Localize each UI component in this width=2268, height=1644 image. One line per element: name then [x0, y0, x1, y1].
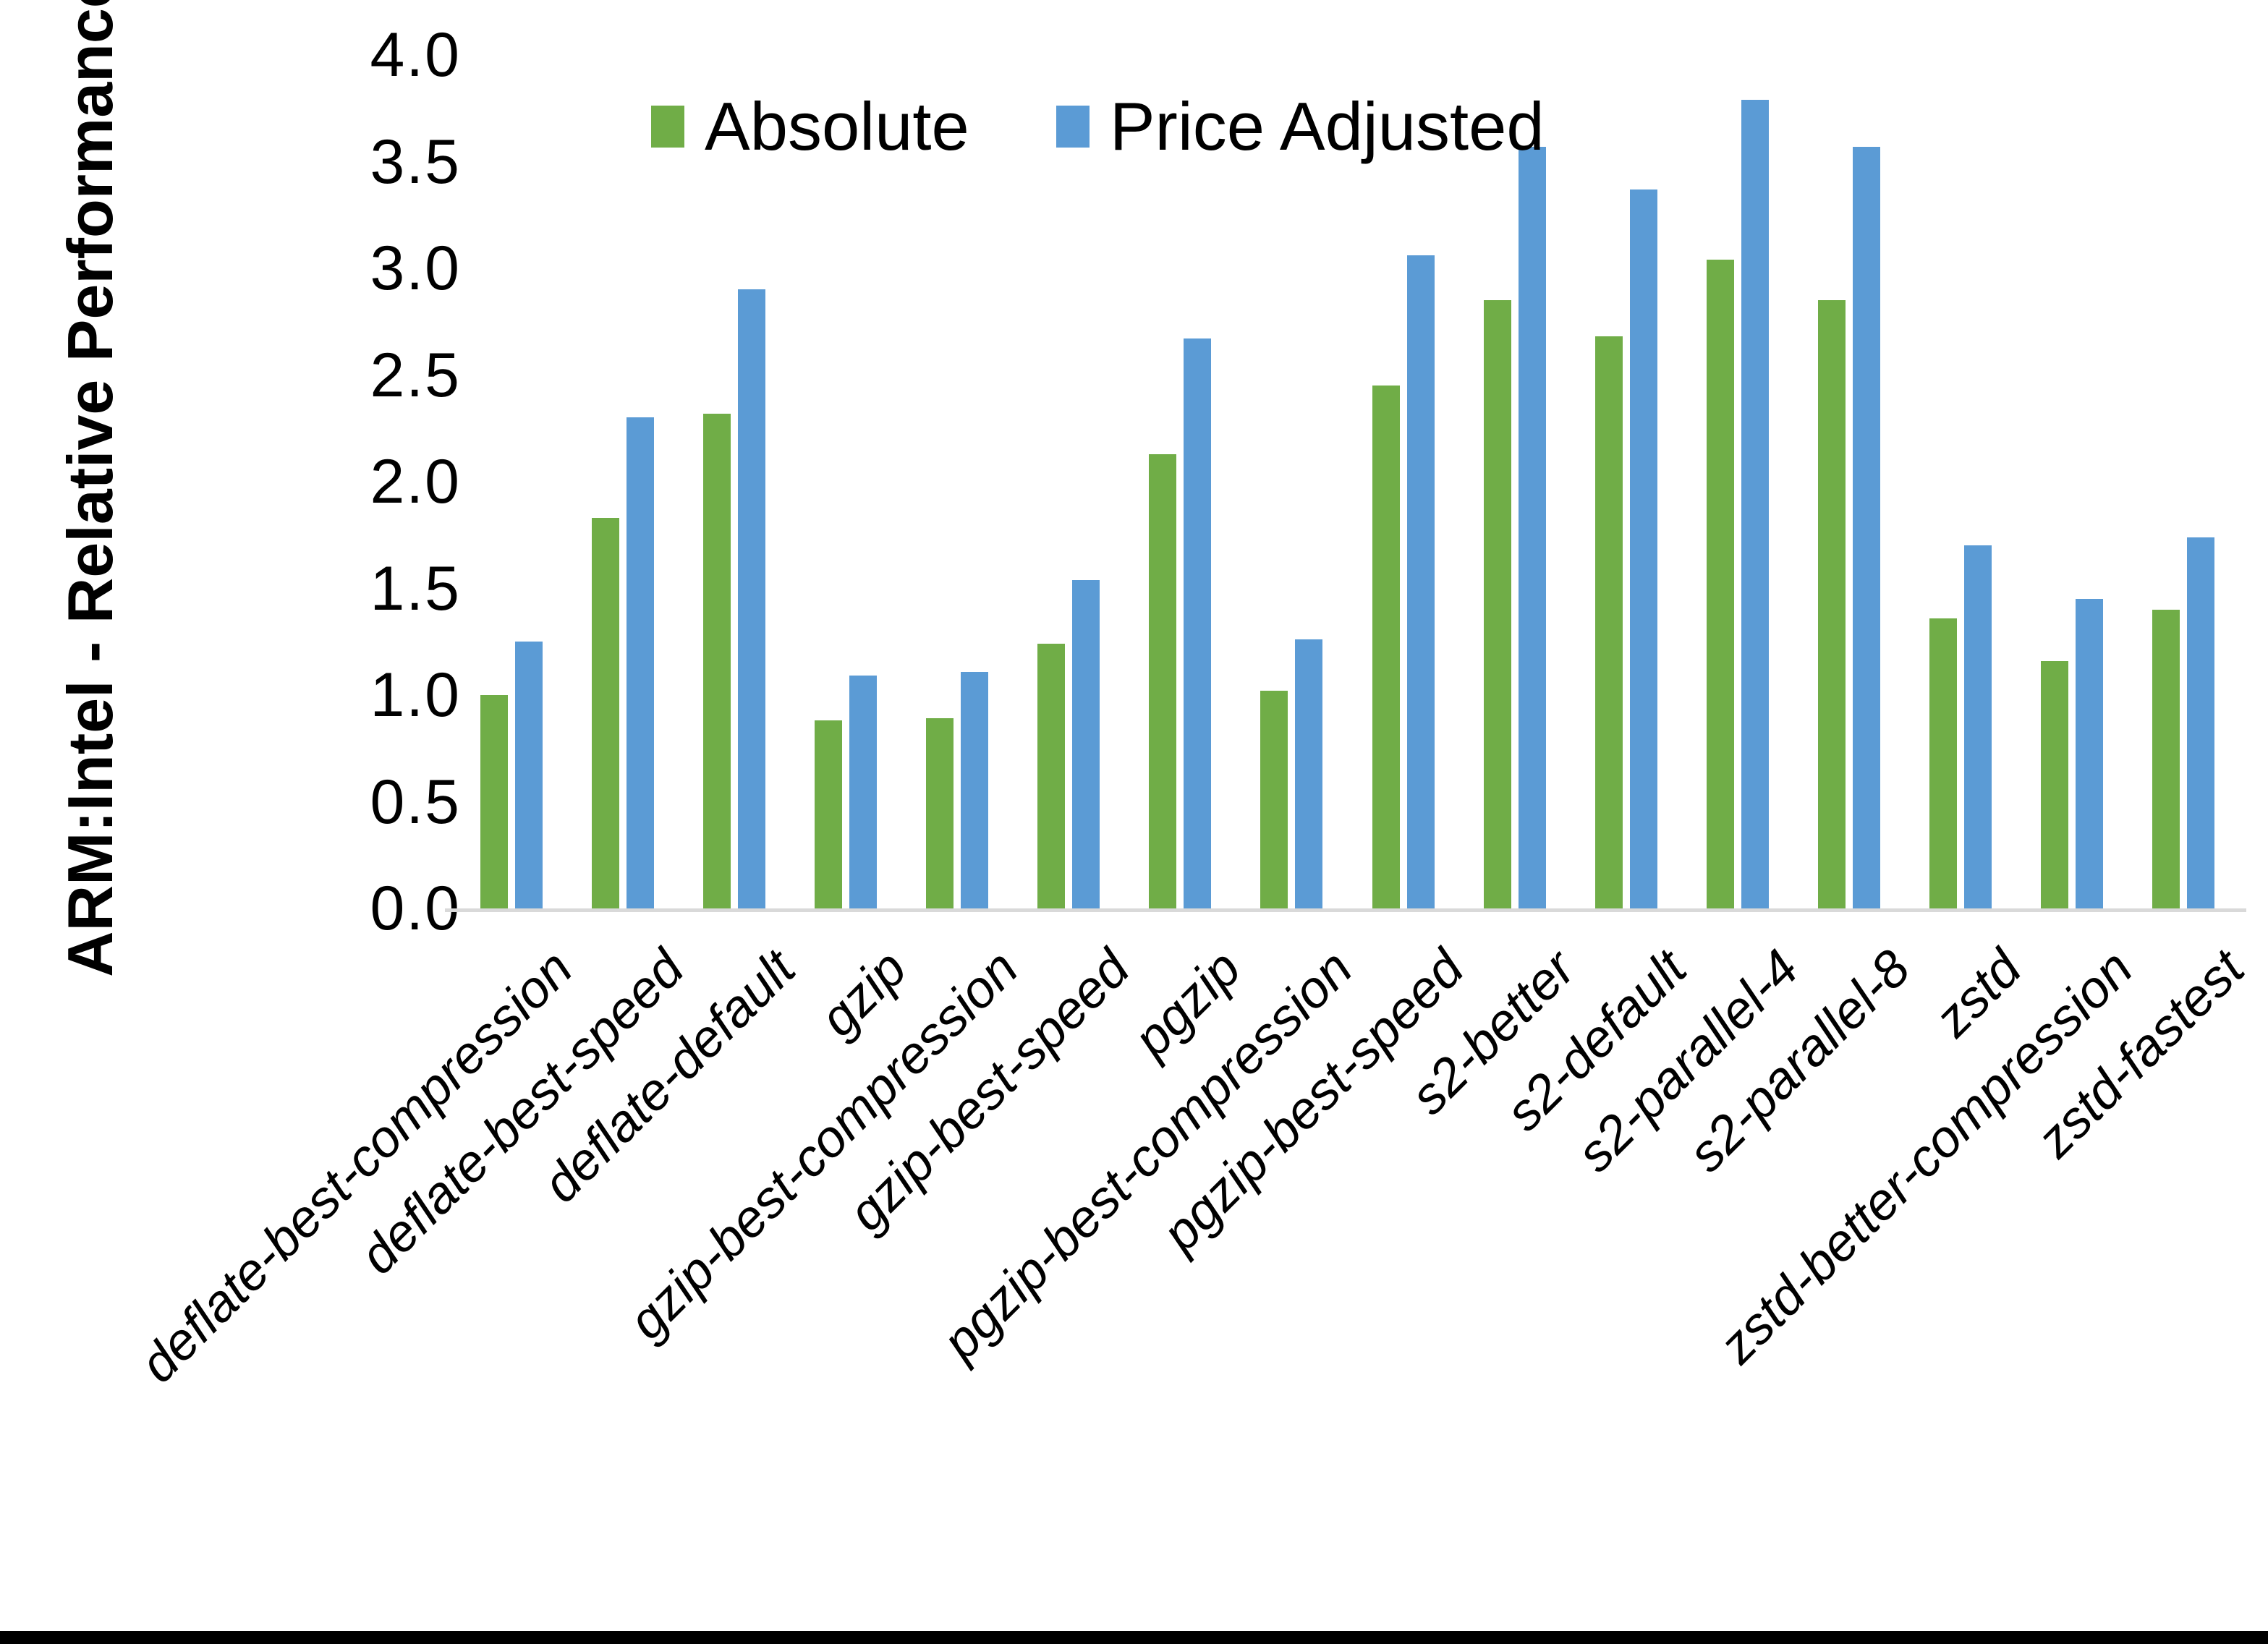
legend-label-absolute: Absolute	[705, 88, 969, 164]
bar-price-adjusted-s2-default	[1629, 189, 1657, 908]
bar-price-adjusted-pgzip-best-compression	[1295, 639, 1323, 908]
bar-absolute-s2-default	[1594, 336, 1623, 908]
bar-absolute-gzip-best-speed	[1037, 644, 1066, 908]
legend-swatch-absolute	[651, 106, 684, 148]
bar-group-zstd-better-compression	[2040, 599, 2103, 908]
y-tick-label: 0.0	[370, 874, 461, 943]
bar-absolute-zstd-better-compression	[2040, 661, 2068, 908]
y-tick-label: 2.0	[370, 447, 461, 516]
legend-item-absolute: Absolute	[651, 93, 969, 161]
legend-swatch-price-adjusted	[1056, 106, 1090, 148]
bar-group-pgzip-best-speed	[1372, 255, 1435, 908]
bar-price-adjusted-s2-better	[1518, 147, 1546, 908]
bar-price-adjusted-zstd	[1963, 545, 1992, 908]
bar-group-gzip	[815, 676, 878, 908]
bar-absolute-pgzip-best-compression	[1260, 691, 1288, 908]
bar-group-pgzip-best-compression	[1260, 639, 1323, 908]
x-axis-label-deflate-best-compression: deflate-best-compression	[129, 939, 584, 1394]
y-tick-label: 1.0	[370, 660, 461, 730]
bar-group-s2-better	[1483, 147, 1546, 908]
bar-price-adjusted-pgzip-best-speed	[1406, 255, 1435, 908]
y-tick-label: 3.5	[370, 127, 461, 197]
bar-price-adjusted-gzip-best-speed	[1072, 580, 1100, 908]
bar-absolute-deflate-best-speed	[592, 518, 620, 908]
bar-group-s2-parallel-4	[1706, 100, 1769, 908]
bar-group-deflate-best-compression	[480, 642, 543, 908]
bar-absolute-zstd-fastest	[2152, 610, 2180, 908]
bar-group-zstd	[1929, 545, 1992, 908]
legend-label-price-adjusted: Price Adjusted	[1109, 88, 1545, 164]
bar-price-adjusted-s2-parallel-8	[1852, 147, 1880, 908]
y-axis-title: ARM:Intel - Relative Performance	[54, 0, 126, 977]
bar-group-deflate-default	[703, 289, 766, 908]
bar-group-gzip-best-speed	[1037, 580, 1100, 908]
bar-price-adjusted-pgzip	[1184, 338, 1212, 908]
bar-absolute-pgzip	[1149, 454, 1177, 908]
bar-absolute-s2-parallel-4	[1706, 260, 1734, 908]
bar-price-adjusted-zstd-fastest	[2186, 537, 2214, 908]
bar-absolute-deflate-best-compression	[480, 695, 509, 908]
bar-absolute-zstd	[1929, 618, 1957, 908]
bar-absolute-pgzip-best-speed	[1372, 386, 1400, 908]
legend-item-price-adjusted: Price Adjusted	[1056, 93, 1545, 161]
x-axis-line	[445, 908, 2246, 912]
bar-price-adjusted-gzip	[849, 676, 878, 908]
legend: Absolute Price Adjusted	[651, 93, 1545, 161]
y-tick-label: 2.5	[370, 340, 461, 410]
bar-price-adjusted-s2-parallel-4	[1741, 100, 1769, 908]
bottom-border-bar	[0, 1631, 2268, 1644]
bar-absolute-s2-parallel-8	[1817, 300, 1846, 908]
bar-price-adjusted-zstd-better-compression	[2075, 599, 2103, 908]
bar-group-s2-parallel-8	[1817, 147, 1880, 908]
bar-absolute-deflate-default	[703, 414, 731, 908]
bar-price-adjusted-deflate-best-speed	[627, 417, 655, 908]
bar-group-zstd-fastest	[2152, 537, 2214, 908]
bar-price-adjusted-deflate-default	[738, 289, 766, 908]
bar-group-s2-default	[1594, 189, 1657, 908]
y-tick-label: 1.5	[370, 553, 461, 623]
y-tick-label: 4.0	[370, 20, 461, 90]
bar-absolute-gzip	[815, 720, 843, 908]
bar-price-adjusted-deflate-best-compression	[515, 642, 543, 908]
bar-absolute-s2-better	[1483, 300, 1511, 908]
bar-group-pgzip	[1149, 338, 1212, 908]
y-tick-label: 3.0	[370, 234, 461, 303]
plot-area	[456, 55, 2239, 908]
bar-price-adjusted-gzip-best-compression	[961, 672, 989, 908]
y-tick-label: 0.5	[370, 767, 461, 837]
bar-group-deflate-best-speed	[592, 417, 655, 908]
bar-group-gzip-best-compression	[926, 672, 989, 908]
bar-absolute-gzip-best-compression	[926, 718, 954, 908]
